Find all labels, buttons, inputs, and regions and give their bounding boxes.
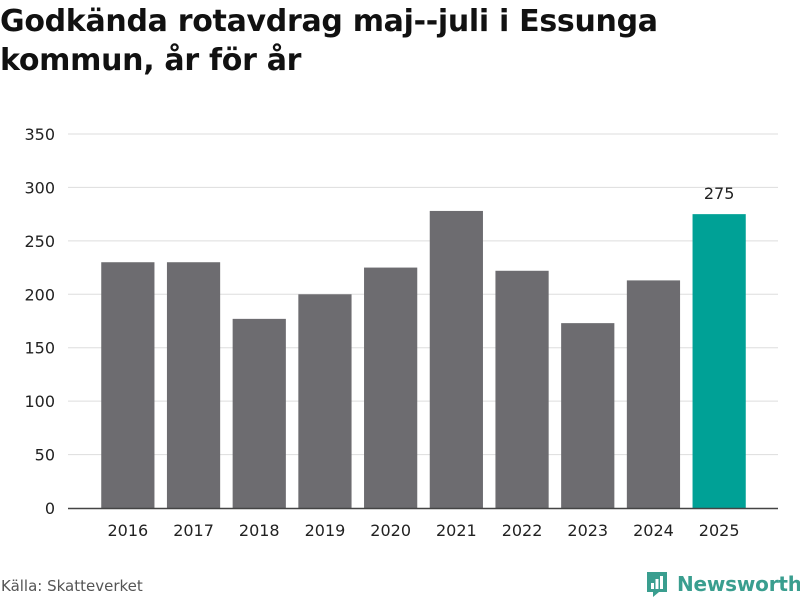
x-tick-label: 2023	[567, 521, 608, 540]
x-tick-label: 2020	[370, 521, 411, 540]
x-tick-label: 2019	[305, 521, 346, 540]
y-tick-label: 150	[24, 339, 55, 358]
bar-2020	[364, 267, 418, 508]
x-tick-label: 2016	[107, 521, 148, 540]
x-tick-label: 2025	[699, 521, 740, 540]
y-tick-label: 50	[35, 446, 55, 465]
bar-2023	[561, 323, 615, 508]
y-tick-label: 0	[45, 499, 55, 518]
bar-2025	[692, 214, 746, 508]
x-tick-label: 2021	[436, 521, 477, 540]
bars	[101, 210, 746, 509]
x-tick-label: 2022	[502, 521, 543, 540]
chart-title: Godkända rotavdrag maj--juli i Essunga k…	[0, 4, 658, 78]
x-tick-label: 2017	[173, 521, 214, 540]
bar-2018	[232, 318, 286, 508]
bar-2022	[495, 270, 549, 508]
data-labels: 275	[704, 184, 735, 203]
y-tick-label: 350	[24, 125, 55, 144]
bar-2019	[298, 294, 352, 508]
y-tick-label: 300	[24, 178, 55, 197]
bar-2021	[429, 210, 483, 509]
bar-2016	[101, 262, 155, 508]
brand-logo: Newsworthy	[645, 569, 800, 599]
y-tick-label: 200	[24, 285, 55, 304]
x-tick-label: 2024	[633, 521, 674, 540]
y-tick-label: 100	[24, 392, 55, 411]
x-axis-ticks: 2016 2017 2018 2019 2020 2021 2022 2023 2024 2025	[107, 521, 739, 540]
newsworthy-logo-icon	[647, 572, 667, 597]
y-tick-label: 250	[24, 232, 55, 251]
data-label: 275	[704, 184, 735, 203]
bar-2024	[626, 280, 681, 508]
x-tick-label: 2018	[239, 521, 280, 540]
brand-name: Newsworthy	[677, 572, 800, 596]
y-axis-ticks: 0 50 100 150 200 250 300 350	[24, 125, 55, 518]
source-note: Källa: Skatteverket	[1, 577, 143, 595]
bar-2017	[166, 262, 221, 508]
